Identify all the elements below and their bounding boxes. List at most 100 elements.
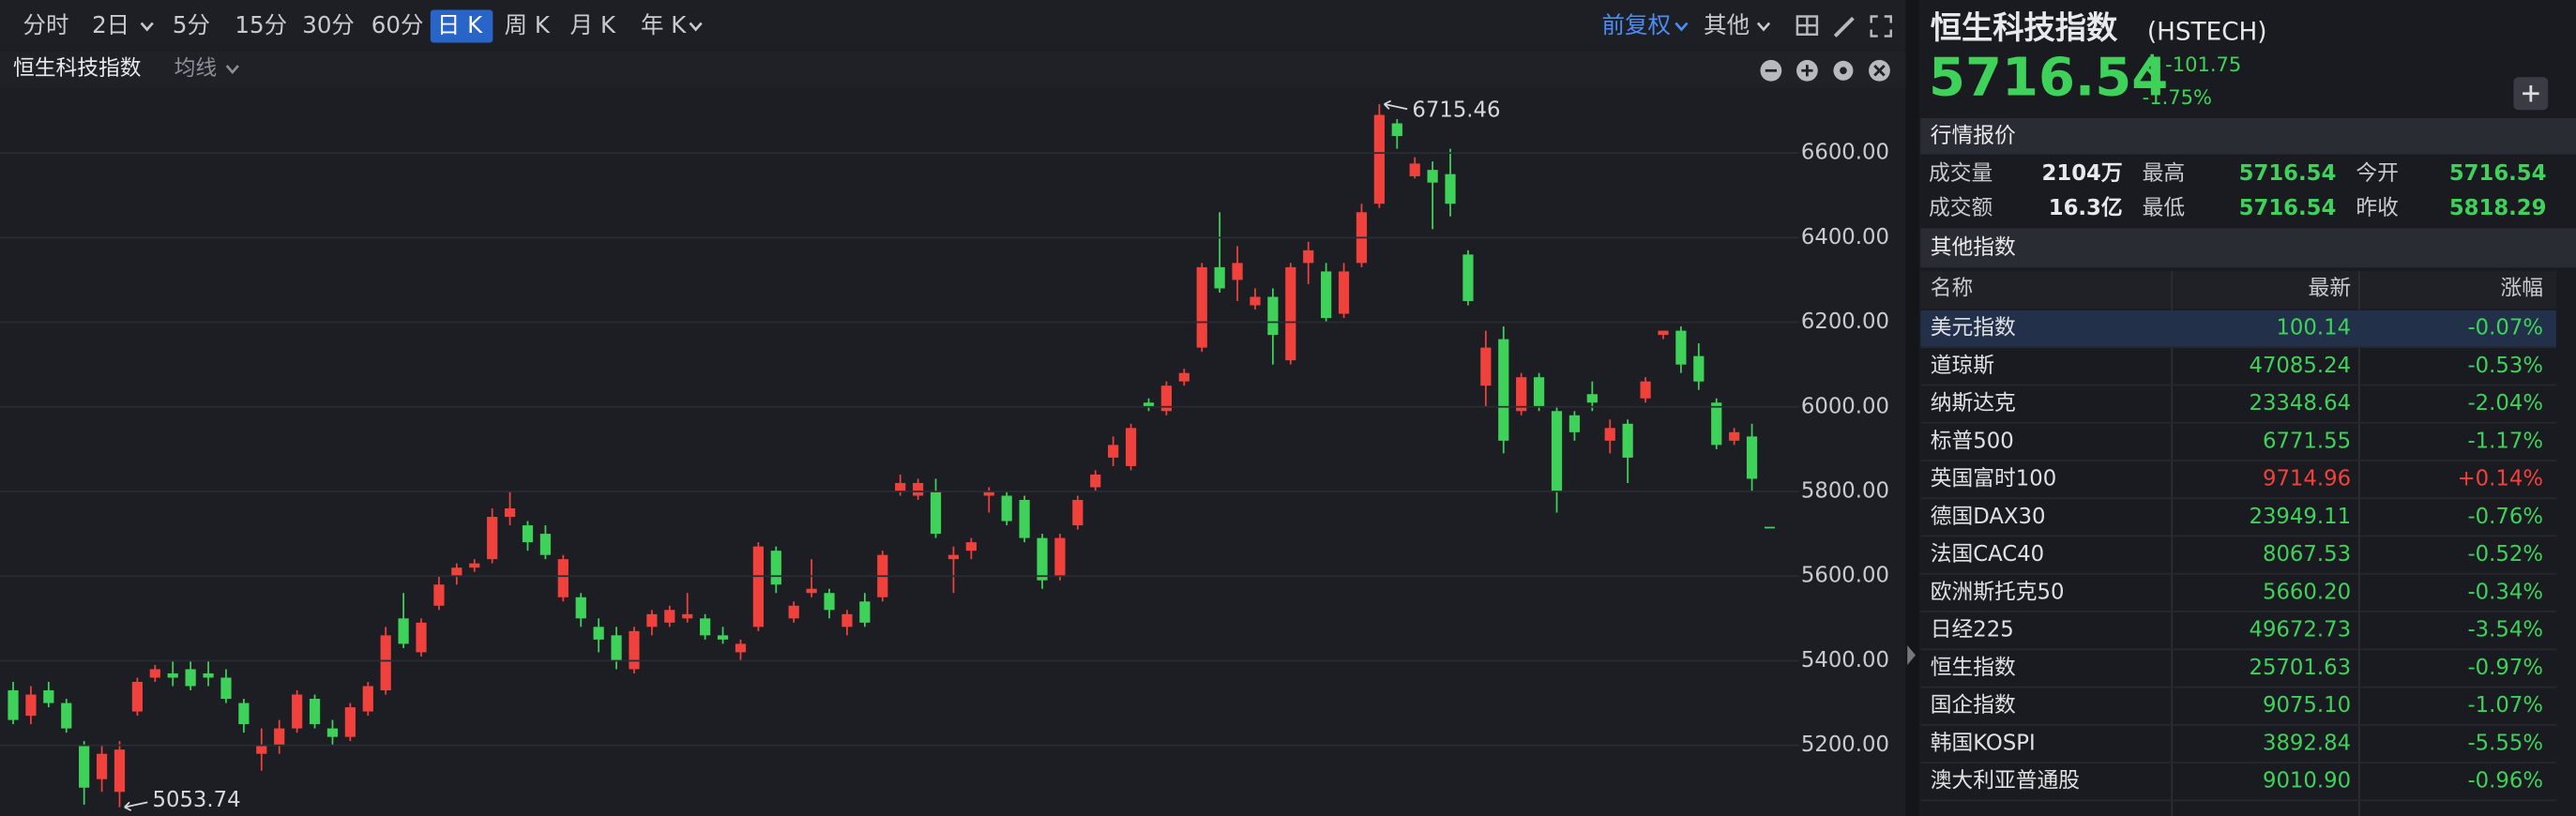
table-cell[interactable]: 欧洲斯托克50 xyxy=(1931,580,2065,604)
last-price: 5716.54 xyxy=(1929,47,2168,108)
price-change: -101.75 xyxy=(2165,53,2241,76)
candle-body xyxy=(309,699,321,725)
period-tab[interactable]: 年 K xyxy=(641,11,687,38)
candle-body xyxy=(1250,296,1261,306)
table-cell[interactable]: 日经225 xyxy=(1931,618,2014,642)
selected-row[interactable] xyxy=(1920,310,2556,347)
candle-body xyxy=(1711,402,1722,446)
candle-body xyxy=(770,551,781,585)
zoom-in-glyph xyxy=(1801,65,1813,77)
table-cell[interactable]: 道琼斯 xyxy=(1931,354,1994,378)
period-tab[interactable]: 5分 xyxy=(173,11,210,38)
toolbar xyxy=(0,0,1906,50)
table-cell: -0.97% xyxy=(2467,656,2543,680)
table-cell[interactable]: 韩国KOSPI xyxy=(1931,731,2036,755)
candle-body xyxy=(983,491,994,496)
table-cell[interactable]: 英国富时100 xyxy=(1931,467,2056,491)
stat-label: 最低 xyxy=(2143,196,2186,220)
y-tick-label: 5800.00 xyxy=(1801,478,1889,503)
candle-body xyxy=(1693,355,1705,382)
candle-body xyxy=(344,707,356,737)
max-label: 6715.46 xyxy=(1412,98,1500,123)
plot-area xyxy=(0,88,1906,816)
stat-label: 昨收 xyxy=(2356,196,2399,220)
candle-body xyxy=(1604,428,1615,441)
candle-body xyxy=(433,584,445,606)
column-header: 最新 xyxy=(2309,277,2352,301)
table-cell: 9714.96 xyxy=(2263,467,2351,491)
candle-body xyxy=(1427,170,1438,183)
candle-body xyxy=(362,686,373,712)
table-cell: 23949.11 xyxy=(2249,505,2351,529)
period-tab[interactable]: 日 K xyxy=(437,11,483,38)
candle-body xyxy=(25,694,37,717)
chart-header xyxy=(0,51,1906,89)
candle-body xyxy=(1586,394,1598,403)
candle-body xyxy=(1160,385,1173,412)
candle-body xyxy=(1675,330,1687,365)
toolbar-icons xyxy=(1796,15,1892,38)
period-tab[interactable]: 月 K xyxy=(570,11,616,38)
candle-body xyxy=(735,643,747,653)
candle-body xyxy=(593,627,604,640)
period-tab[interactable]: 60分 xyxy=(371,11,424,38)
table-cell: -0.07% xyxy=(2467,316,2543,340)
candle-body xyxy=(131,681,144,712)
candle-body xyxy=(575,597,586,619)
candle-body xyxy=(1764,526,1776,529)
collapse-handle[interactable] xyxy=(1907,644,1916,665)
table-cell: 8067.53 xyxy=(2263,542,2351,567)
candle-body xyxy=(1658,330,1669,336)
period-tab[interactable]: 15分 xyxy=(235,11,287,38)
table-cell[interactable]: 德国DAX30 xyxy=(1931,505,2046,529)
stat-label: 今开 xyxy=(2356,161,2399,186)
candle-body xyxy=(1143,402,1155,407)
candle-body xyxy=(930,491,942,535)
candle-body xyxy=(167,672,178,678)
period-tab[interactable]: 2日 xyxy=(92,11,129,38)
candle-body xyxy=(1409,163,1420,176)
candle-body xyxy=(539,534,552,555)
y-tick-label: 5600.00 xyxy=(1801,564,1889,588)
y-tick-label: 6400.00 xyxy=(1801,225,1889,249)
fullscreen-icon[interactable] xyxy=(1870,15,1892,38)
table-cell[interactable]: 美元指数 xyxy=(1931,316,2016,340)
table-cell[interactable]: 恒生指数 xyxy=(1931,656,2016,680)
candle-body xyxy=(1533,377,1545,407)
settings-glyph xyxy=(1840,67,1847,75)
table-cell: -0.52% xyxy=(2467,542,2543,567)
period-tab[interactable]: 30分 xyxy=(302,11,355,38)
candle-body xyxy=(1640,381,1651,399)
y-tick-label: 6600.00 xyxy=(1801,141,1889,165)
stat-value: 5716.54 xyxy=(2449,161,2547,186)
candle-body xyxy=(806,588,817,594)
candle-body xyxy=(451,567,462,577)
table-cell[interactable]: 国企指数 xyxy=(1931,693,2016,718)
table-cell: -0.53% xyxy=(2467,354,2543,378)
min-label: 5053.74 xyxy=(153,788,241,812)
candle-body xyxy=(238,703,250,725)
caret xyxy=(1756,22,1771,32)
candle-body xyxy=(292,694,303,729)
chart-instrument: 恒生科技指数 xyxy=(13,56,142,81)
candle-body xyxy=(1622,423,1633,458)
chart-controls xyxy=(1760,59,1890,82)
table-cell[interactable]: 澳大利亚普通股 xyxy=(1931,769,2080,793)
indicator-select[interactable]: 均线 xyxy=(174,56,218,81)
candle-body xyxy=(913,482,924,496)
draw-icon[interactable] xyxy=(1833,16,1855,38)
table-cell: 23348.64 xyxy=(2249,391,2351,416)
table-cell[interactable]: 纳斯达克 xyxy=(1931,391,2016,416)
candle-body xyxy=(326,728,339,737)
table-cell[interactable]: 标普500 xyxy=(1931,429,2014,453)
table-cell[interactable]: 法国CAC40 xyxy=(1931,542,2044,567)
period-tab[interactable]: 分时 xyxy=(23,11,69,38)
adjust-select[interactable]: 前复权 xyxy=(1601,11,1671,38)
period-tab[interactable]: 周 K xyxy=(505,11,551,38)
candle-body xyxy=(522,525,534,543)
candle-body xyxy=(96,753,108,779)
more-select[interactable]: 其他 xyxy=(1704,11,1750,38)
candle-body xyxy=(1321,271,1332,319)
candle-body xyxy=(1516,377,1527,412)
